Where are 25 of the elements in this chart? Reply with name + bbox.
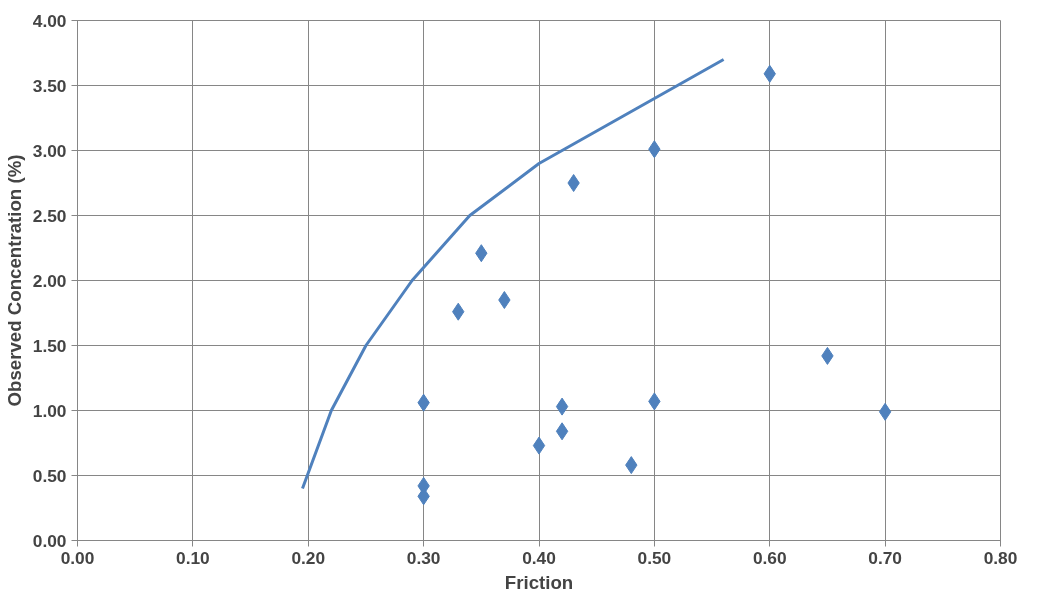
x-tick-label: 0.10	[176, 547, 210, 568]
point	[555, 397, 569, 416]
point	[567, 174, 580, 192]
x-tick-label: 0.80	[983, 547, 1018, 568]
line-series	[300, 58, 726, 490]
x-tick-label: 0.40	[522, 547, 556, 568]
y-tick-label: 3.00	[32, 140, 67, 161]
y-tick-label: 3.50	[32, 75, 67, 96]
x-tick-label: 0.60	[752, 547, 787, 568]
y-axis-title: Observed Concentration (%)	[3, 154, 25, 407]
x-tick-label: 0.50	[637, 547, 672, 568]
y-tick-label: 1.00	[32, 400, 67, 421]
y-tick-label: 2.00	[32, 270, 67, 291]
x-tick-label: 0.70	[868, 547, 902, 568]
y-tick-label: 4.00	[32, 10, 67, 31]
y-tick-label: 1.50	[32, 335, 67, 356]
x-tick-label: 0.30	[406, 547, 441, 568]
x-axis-title: Friction	[504, 571, 574, 593]
point	[498, 291, 511, 309]
y-tick-label: 2.50	[32, 205, 67, 226]
point	[878, 402, 892, 421]
point	[555, 422, 569, 441]
x-tick-label: 0.20	[291, 547, 326, 568]
point	[532, 436, 546, 455]
y-tick-label: 0.50	[32, 465, 67, 486]
